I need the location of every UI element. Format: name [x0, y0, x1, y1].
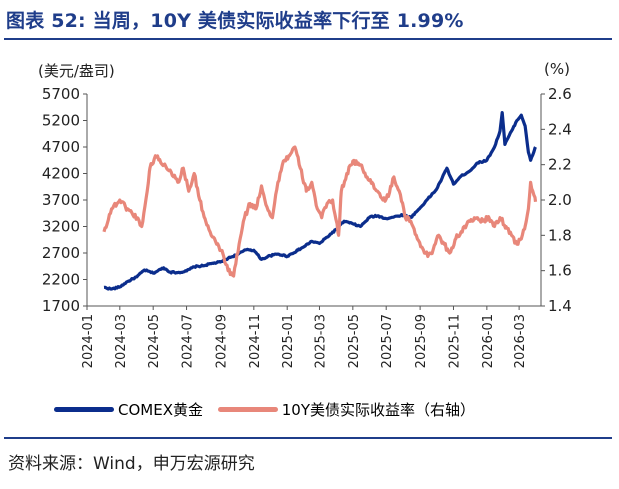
x-tick-label-2026-01: 2026-01: [481, 314, 496, 368]
x-tick-label-2025-01: 2025-01: [281, 314, 296, 368]
legend-swatch-real-yield: [217, 407, 278, 412]
left-tick-label-2200: 2200: [42, 271, 80, 289]
dual-axis-line-chart: 1700 2200 2700 3200 3700 4200 4700 5200 5700 1.4 1…: [42, 85, 572, 368]
legend-swatch-gold: [54, 407, 114, 412]
legend-label-gold: COMEX黄金: [118, 401, 203, 419]
right-tick-label-2.2: 2.2: [548, 156, 572, 174]
series-line-real-yield: [102, 145, 538, 278]
x-tick-label-2025-07: 2025-07: [380, 314, 395, 368]
source-note: 资料来源：Wind，申万宏源研究: [8, 454, 255, 474]
x-tick-label-2026-03: 2026-03: [513, 314, 528, 368]
right-axis-unit: (%): [544, 60, 570, 78]
figure-title: 图表 52: 当周，10Y 美债实际收益率下行至 1.99%: [6, 10, 464, 32]
right-tick-label-1.6: 1.6: [548, 262, 572, 280]
left-tick-label-2700: 2700: [42, 244, 80, 262]
right-tick-label-2.4: 2.4: [548, 120, 572, 138]
chart-legend: COMEX黄金 10Y美债实际收益率（右轴）: [54, 398, 485, 420]
left-axis-unit: (美元/盎司): [38, 62, 115, 80]
x-tick-label-2024-03: 2024-03: [114, 314, 129, 368]
x-tick-label-2025-09: 2025-09: [414, 314, 429, 368]
x-tick-label-2024-05: 2024-05: [147, 314, 162, 368]
x-tick-label-2024-11: 2024-11: [248, 314, 263, 368]
title-rule: [4, 38, 612, 40]
right-tick-label-2.6: 2.6: [548, 85, 572, 103]
x-tick-label-2024-09: 2024-09: [214, 314, 229, 368]
legend-label-real-yield: 10Y美债实际收益率（右轴）: [281, 401, 476, 419]
right-tick-label-2.0: 2.0: [548, 191, 572, 209]
left-tick-label-1700: 1700: [42, 297, 80, 315]
x-tick-label-2025-05: 2025-05: [347, 314, 362, 368]
x-tick-label-2025-03: 2025-03: [313, 314, 328, 368]
right-tick-label-1.8: 1.8: [548, 226, 572, 244]
legend-item-real-yield: 10Y美债实际收益率（右轴）: [217, 399, 476, 420]
left-tick-label-5200: 5200: [42, 112, 80, 130]
right-tick-label-1.4: 1.4: [548, 297, 572, 315]
left-tick-label-5700: 5700: [42, 85, 80, 103]
left-tick-label-3200: 3200: [42, 218, 80, 236]
source-rule: [4, 437, 612, 439]
left-tick-label-4700: 4700: [42, 138, 80, 156]
left-tick-label-4200: 4200: [42, 165, 80, 183]
x-tick-label-2024-01: 2024-01: [81, 314, 96, 368]
legend-item-gold: COMEX黄金: [54, 399, 203, 420]
series-line-gold: [103, 110, 537, 291]
x-tick-label-2025-11: 2025-11: [447, 314, 462, 368]
left-tick-label-3700: 3700: [42, 191, 80, 209]
x-tick-label-2024-07: 2024-07: [181, 314, 196, 368]
